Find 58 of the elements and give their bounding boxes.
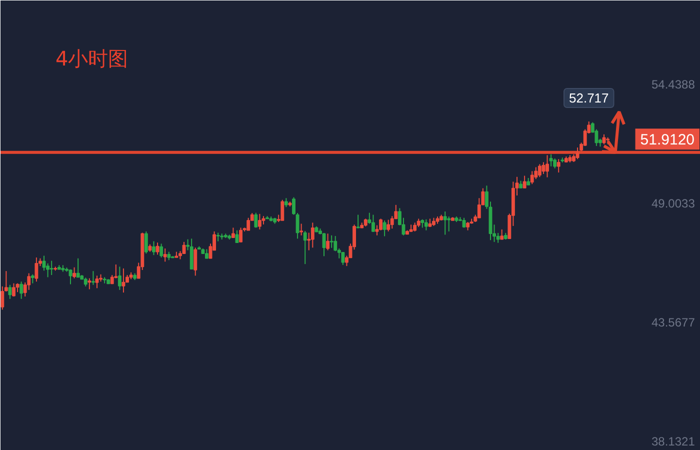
candlestick (68, 268, 72, 285)
candlestick (556, 158, 560, 173)
candlestick (246, 217, 250, 231)
candlestick (443, 210, 447, 236)
candlestick (95, 275, 99, 289)
y-tick-label: 43.5677 (652, 315, 696, 330)
candlestick (12, 282, 16, 297)
candlestick (522, 175, 526, 189)
candlestick (34, 256, 38, 282)
candlestick (530, 170, 534, 185)
text: 4小时图 (56, 46, 128, 70)
candlestick (88, 278, 92, 290)
candlestick (326, 233, 330, 251)
y-tick-label: 38.1321 (652, 434, 696, 449)
annotation: 52.717 (568, 90, 609, 106)
candlestick (356, 214, 360, 228)
candlestick (280, 199, 284, 221)
candlestick (160, 243, 164, 258)
candlestick (382, 220, 386, 237)
candlestick (303, 230, 307, 265)
candlestick (76, 258, 80, 278)
candlestick (72, 266, 76, 279)
candlestick (231, 227, 235, 238)
candlestick (424, 218, 428, 231)
candlestick (190, 238, 194, 270)
candlestick (576, 147, 580, 160)
candlestick (254, 212, 258, 228)
candlestick (538, 164, 542, 178)
candlestick (549, 154, 553, 167)
candlestick (500, 228, 504, 240)
candlestick (602, 134, 606, 145)
candlestick (341, 252, 345, 266)
y-tick-label: 49.0033 (652, 196, 696, 210)
annotation: 51.9120 (640, 132, 695, 149)
candlestick (122, 268, 126, 294)
candlestick (204, 248, 208, 259)
candlestick (91, 270, 95, 286)
candlestick (239, 227, 242, 242)
candlestick (371, 214, 375, 232)
candlestick (258, 213, 262, 230)
candlestick (330, 234, 334, 248)
candlestick (553, 158, 557, 169)
candlestick (20, 281, 24, 300)
candlestick (50, 260, 54, 276)
candlestick (156, 242, 160, 256)
candlestick (534, 166, 538, 180)
candlestick (546, 154, 549, 178)
candlestick (386, 219, 390, 232)
candlestick (8, 284, 12, 300)
candlestick (144, 230, 148, 254)
candlestick (194, 247, 198, 276)
candlestick (310, 222, 314, 248)
candlestick (152, 240, 156, 256)
y-tick-label: 54.4388 (652, 77, 696, 92)
candlestick (300, 223, 304, 236)
candlestick (118, 266, 122, 290)
candlestick (163, 248, 167, 262)
candlestick (542, 162, 546, 175)
